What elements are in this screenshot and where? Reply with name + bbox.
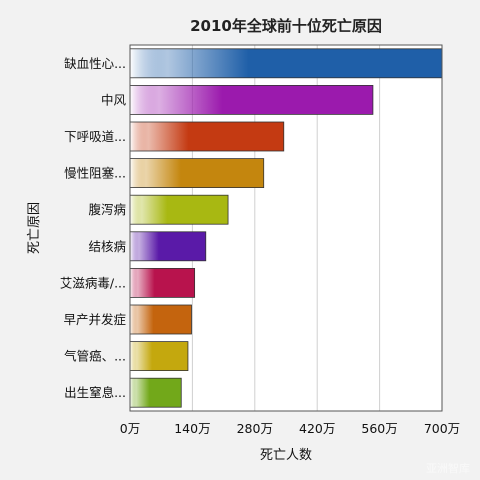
category-label: 出生窒息... [64,385,126,400]
bar [129,158,265,189]
category-label: 慢性阻塞... [64,166,126,181]
x-tick-label: 0万 [120,421,140,436]
bar [129,85,374,115]
category-label: 气管癌、... [64,349,126,364]
bar [129,194,229,225]
x-tick-label: 560万 [361,421,397,436]
y-axis-title: 死亡原因 [27,202,42,254]
x-axis-title: 死亡人数 [260,448,312,463]
plot-border [129,44,443,412]
category-label: 早产并发症 [63,312,126,327]
bar [129,231,207,262]
chart-title: 2010年全球前十位死亡原因 [190,17,382,35]
bar [129,377,182,408]
bar [129,121,285,152]
x-tick-label: 140万 [174,421,210,436]
bar [129,267,196,298]
bar [129,341,189,372]
x-tick-label: 700万 [424,421,460,436]
category-label: 缺血性心... [64,56,126,71]
category-label: 下呼吸道... [64,129,126,144]
x-tick-labels: 0万 140万 280万 420万 560万 700万 [120,421,460,436]
category-label: 腹泻病 [88,202,126,217]
category-label: 结核病 [88,239,126,254]
category-label: 艾滋病毒/... [60,275,126,290]
x-tick-label: 420万 [299,421,335,436]
category-label: 中风 [101,92,127,107]
bar [129,48,443,79]
x-tick-label: 280万 [237,421,273,436]
bar [129,304,192,335]
watermark: 亚洲智库 [426,461,470,475]
